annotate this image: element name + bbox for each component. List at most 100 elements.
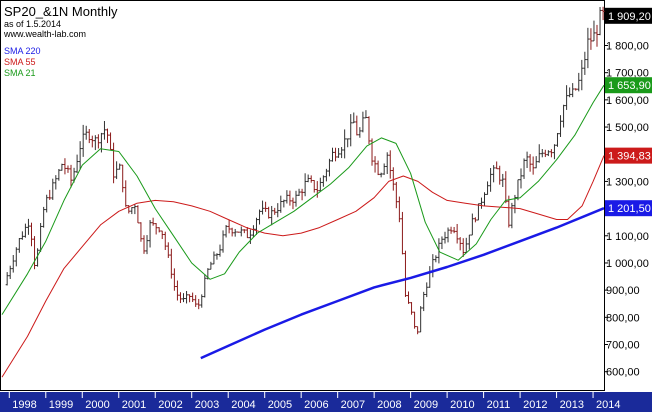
price-bar [273, 207, 277, 215]
price-bar [224, 225, 228, 238]
price-bar [327, 158, 331, 177]
price-bar [48, 189, 52, 200]
price-bar [513, 194, 517, 214]
price-bar [121, 164, 125, 193]
price-bar [8, 265, 12, 279]
price-bar [300, 188, 304, 201]
price-bar [467, 234, 471, 250]
price-bar [230, 227, 234, 237]
price-bar [160, 230, 164, 240]
price-bar [397, 196, 401, 223]
price-bar [586, 27, 590, 69]
price-bar [528, 154, 532, 172]
price-tag-label: 1 653,90 [608, 80, 651, 92]
price-bar [495, 161, 499, 170]
chart-title: SP20_&1N Monthly [4, 4, 118, 19]
price-bar [148, 220, 152, 248]
price-bar [312, 180, 316, 193]
price-bar [218, 244, 222, 257]
x-tick-label: 2002 [158, 399, 182, 411]
price-bar [504, 171, 508, 204]
x-tick-label: 2013 [560, 399, 584, 411]
price-bar [239, 226, 243, 237]
price-bar [598, 6, 602, 36]
price-bar [90, 135, 94, 148]
y-tick-label: 600,00 [606, 367, 640, 379]
price-tags: 1 909,20 1 653,90 1 394,83 1 201,50 [605, 7, 652, 217]
price-bar [364, 110, 368, 119]
price-bar [592, 20, 596, 42]
price-tag: 1 653,90 [605, 77, 652, 94]
price-bar [540, 149, 544, 158]
price-bar [379, 172, 383, 178]
price-bar [172, 268, 176, 291]
price-bar [543, 149, 547, 158]
price-bar [81, 124, 85, 157]
price-tag-box [605, 200, 652, 217]
price-bar [270, 205, 274, 226]
price-bar [306, 174, 310, 183]
price-bar [507, 195, 511, 228]
x-tick-label: 2000 [85, 399, 109, 411]
price-bar [458, 237, 462, 251]
legend-sma55: SMA 55 [4, 57, 36, 67]
price-bar [29, 222, 33, 247]
price-bar [285, 190, 289, 204]
price-bar [63, 158, 67, 175]
price-bar [200, 294, 204, 308]
price-bar [324, 168, 328, 182]
price-bar [84, 125, 88, 140]
price-tag-label: 1 394,83 [608, 151, 651, 163]
price-bar [501, 173, 505, 188]
price-bar [139, 222, 143, 242]
legend-sma220: SMA 220 [4, 46, 41, 56]
price-bar [583, 51, 587, 75]
price-bar [443, 231, 447, 244]
price-bar [531, 156, 535, 175]
price-bar [136, 205, 140, 224]
y-tick-label: 1 600,00 [606, 95, 649, 107]
price-bar [124, 180, 128, 207]
price-bar [410, 302, 414, 315]
price-bar [555, 132, 559, 147]
x-axis: 1998 1999 2000 2001 2002 2003 2004 2005 2006 2007… [8, 392, 621, 411]
price-bar [288, 190, 292, 206]
price-bar [419, 306, 423, 333]
price-bar [282, 199, 286, 208]
price-bar [197, 298, 201, 310]
sma220-line [200, 207, 605, 360]
price-bar [483, 192, 487, 207]
price-bar [343, 129, 347, 159]
price-bar [178, 292, 182, 304]
price-tag: 1 201,50 [605, 200, 652, 217]
price-bar [407, 291, 411, 304]
price-bar [525, 151, 529, 169]
x-axis-band [0, 392, 652, 412]
price-bar [212, 251, 216, 265]
price-bar [254, 217, 258, 235]
y-tick-label: 1 100,00 [606, 231, 649, 243]
y-tick-label: 900,00 [606, 285, 640, 297]
price-bar [297, 188, 301, 196]
price-bar [425, 282, 429, 298]
price-bar [36, 248, 40, 267]
price-bar [45, 194, 49, 213]
price-bar [163, 231, 167, 251]
price-bar [142, 235, 146, 254]
price-bar [376, 160, 380, 176]
price-bar [57, 168, 61, 181]
price-tag: 1 909,20 [605, 7, 652, 24]
price-bar [452, 226, 456, 234]
price-bar [261, 200, 265, 215]
price-bar [546, 150, 550, 157]
price-bar [330, 147, 334, 162]
y-tick-label: 800,00 [606, 312, 640, 324]
price-bar [267, 206, 271, 219]
price-bar [349, 114, 353, 147]
price-bar [209, 261, 213, 270]
price-bar [227, 219, 231, 234]
price-bar [96, 134, 100, 149]
x-tick-label: 2005 [268, 399, 292, 411]
x-tick-label: 2007 [341, 399, 365, 411]
price-bar [264, 201, 268, 212]
